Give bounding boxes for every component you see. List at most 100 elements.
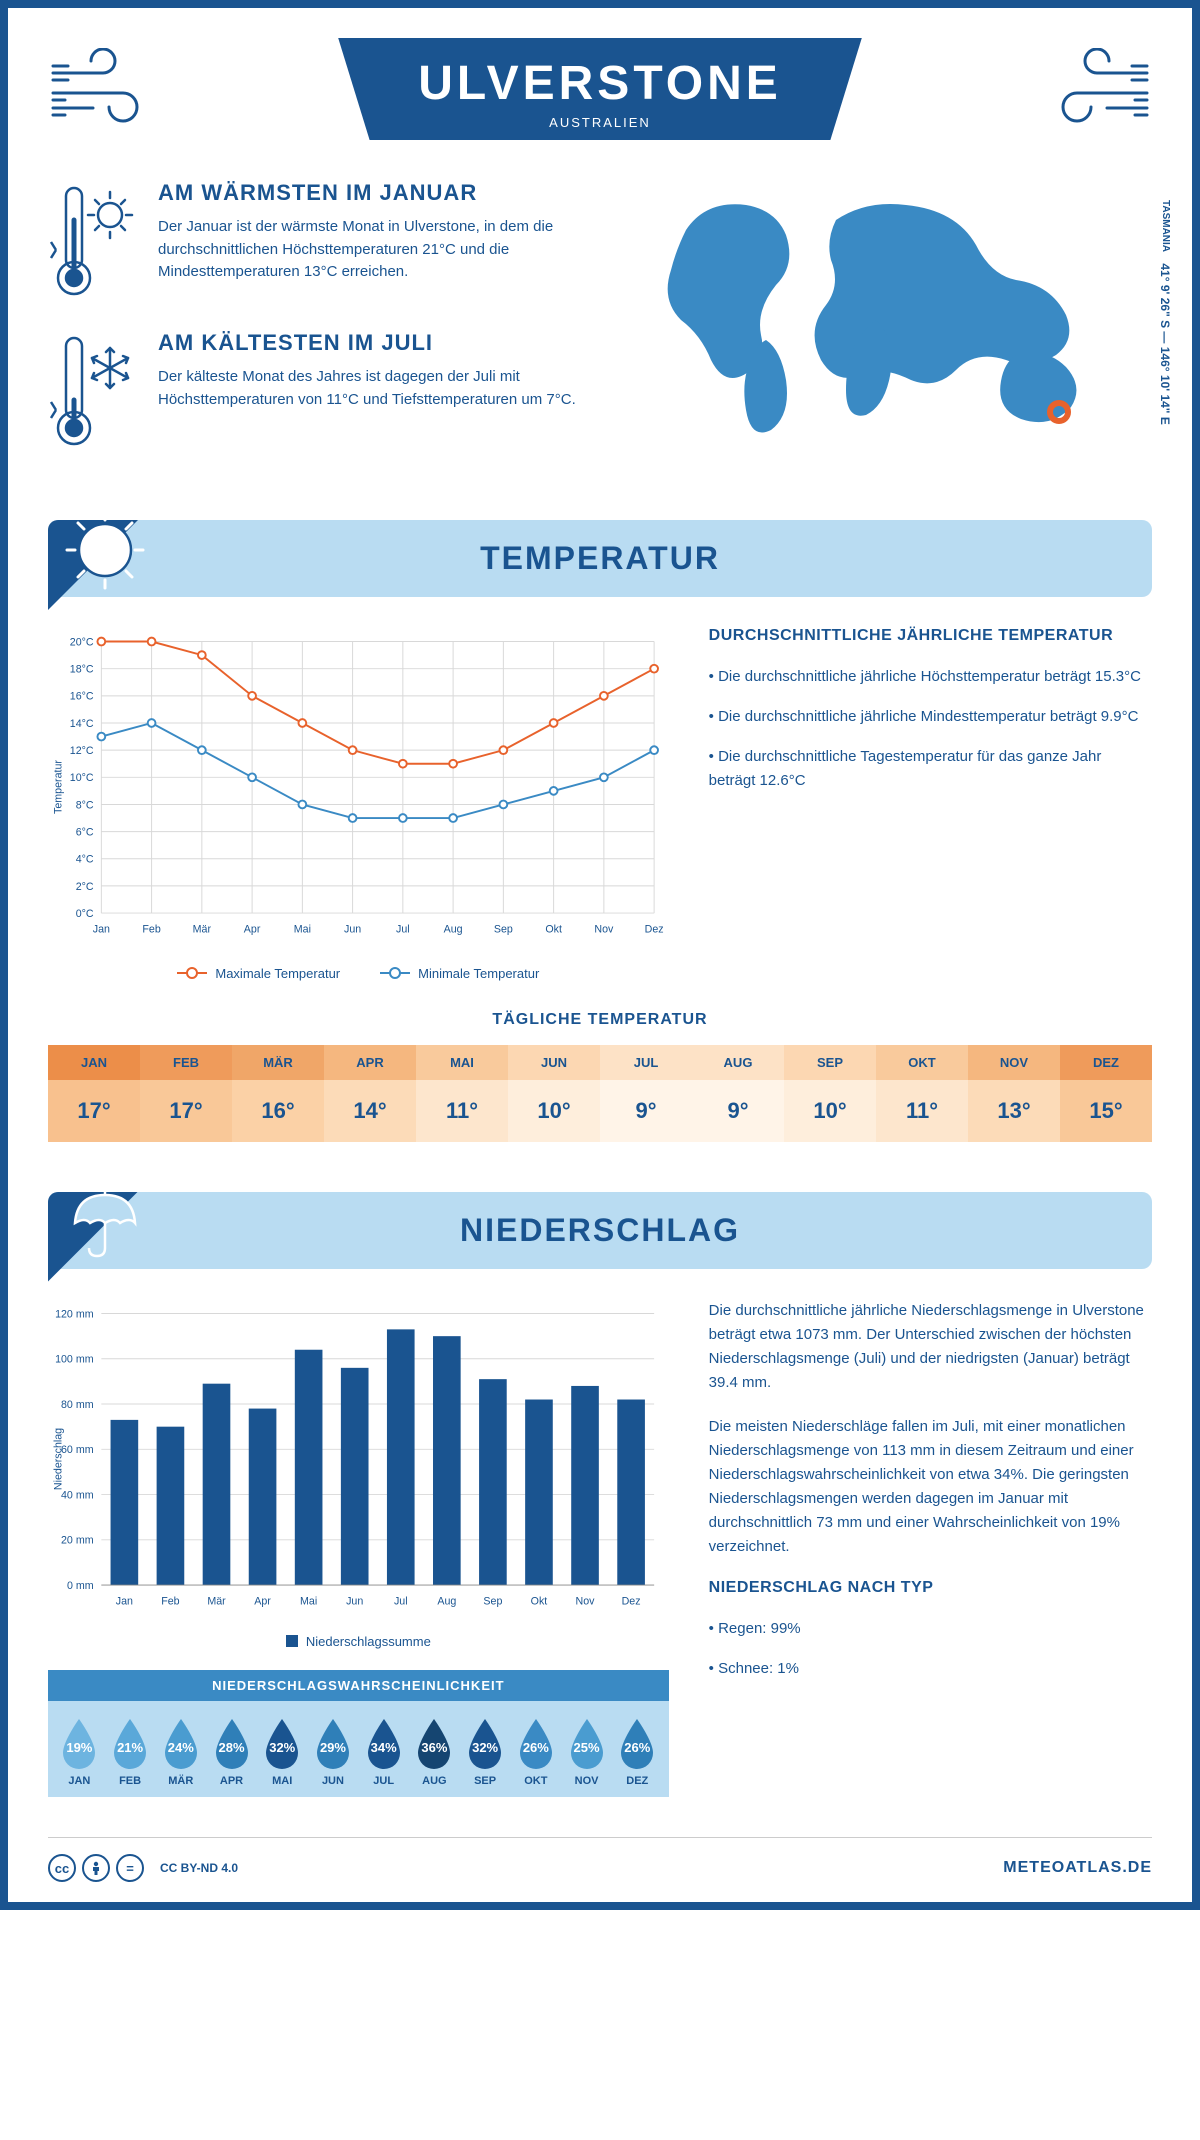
chart-legend: .legend-line[style*='#e8622c']::before{b… (48, 962, 669, 981)
precipitation-bar-chart: 0 mm20 mm40 mm60 mm80 mm100 mm120 mmJanF… (48, 1299, 669, 1651)
svg-text:6°C: 6°C (76, 826, 94, 838)
svg-text:Dez: Dez (645, 923, 664, 935)
prob-value: 36% (421, 1740, 447, 1755)
svg-text:Apr: Apr (244, 923, 261, 935)
svg-text:Feb: Feb (161, 1595, 179, 1607)
raindrop-icon: 36% (413, 1717, 455, 1769)
month-label: MÄR (155, 1775, 206, 1787)
month-label: JUN (508, 1045, 600, 1080)
svg-text:120 mm: 120 mm (55, 1308, 94, 1320)
raindrop-icon: 26% (616, 1717, 658, 1769)
raindrop-icon: 19% (58, 1717, 100, 1769)
svg-text:16°C: 16°C (70, 691, 94, 703)
table-col: SEP10° (784, 1045, 876, 1142)
license-text: CC BY-ND 4.0 (160, 1861, 238, 1875)
coords-value: 41° 9' 26" S — 146° 10' 14" E (1158, 263, 1172, 424)
month-label: OKT (876, 1045, 968, 1080)
prob-value: 26% (624, 1740, 650, 1755)
stats-item: • Schnee: 1% (709, 1657, 1152, 1681)
brand: METEOATLAS.DE (1003, 1859, 1152, 1877)
temp-value: 11° (416, 1080, 508, 1142)
probability-heading: NIEDERSCHLAGSWAHRSCHEINLICHKEIT (48, 1670, 669, 1701)
svg-text:Apr: Apr (254, 1595, 271, 1607)
prob-col: 25%NOV (561, 1717, 612, 1787)
legend-label: Minimale Temperatur (418, 966, 539, 981)
raindrop-icon: 24% (160, 1717, 202, 1769)
table-col: DEZ15° (1060, 1045, 1152, 1142)
prob-value: 34% (371, 1740, 397, 1755)
daily-temp-title: TÄGLICHE TEMPERATUR (48, 1011, 1152, 1029)
cc-icon: cc (48, 1854, 76, 1882)
raindrop-icon: 26% (515, 1717, 557, 1769)
svg-text:Dez: Dez (622, 1595, 641, 1607)
month-label: APR (324, 1045, 416, 1080)
table-col: JUL9° (600, 1045, 692, 1142)
svg-text:8°C: 8°C (76, 799, 94, 811)
coldest-block: AM KÄLTESTEN IM JULI Der kälteste Monat … (48, 330, 580, 450)
month-label: AUG (692, 1045, 784, 1080)
stats-item: • Die durchschnittliche jährliche Höchst… (709, 665, 1152, 689)
svg-text:100 mm: 100 mm (55, 1353, 94, 1365)
precip-paragraph: Die meisten Niederschläge fallen im Juli… (709, 1415, 1152, 1559)
header: ULVERSTONE AUSTRALIEN (48, 38, 1152, 140)
wind-icon (1042, 48, 1152, 128)
prob-col: 21%FEB (105, 1717, 156, 1787)
table-col: OKT11° (876, 1045, 968, 1142)
prob-value: 24% (168, 1740, 194, 1755)
temperature-stats: DURCHSCHNITTLICHE JÄHRLICHE TEMPERATUR •… (709, 627, 1152, 981)
svg-text:Jun: Jun (344, 923, 361, 935)
temp-value: 11° (876, 1080, 968, 1142)
license-block: cc = CC BY-ND 4.0 (48, 1854, 238, 1882)
svg-text:14°C: 14°C (70, 718, 94, 730)
month-label: SEP (460, 1775, 511, 1787)
footer: cc = CC BY-ND 4.0 METEOATLAS.DE (48, 1837, 1152, 1882)
svg-text:Sep: Sep (483, 1595, 502, 1607)
precipitation-title: NIEDERSCHLAG (68, 1212, 1132, 1249)
table-col: AUG9° (692, 1045, 784, 1142)
temp-value: 17° (140, 1080, 232, 1142)
svg-text:Feb: Feb (142, 923, 160, 935)
svg-text:Nov: Nov (576, 1595, 596, 1607)
daily-temp-table: JAN17°FEB17°MÄR16°APR14°MAI11°JUN10°JUL9… (48, 1045, 1152, 1142)
thermometer-cold-icon (48, 330, 138, 450)
legend-item: .legend-line[style*='#e8622c']::before{b… (177, 966, 340, 981)
svg-text:2°C: 2°C (76, 881, 94, 893)
table-col: APR14° (324, 1045, 416, 1142)
month-label: NOV (561, 1775, 612, 1787)
precip-paragraph: Die durchschnittliche jährliche Niedersc… (709, 1299, 1152, 1395)
month-label: MAI (257, 1775, 308, 1787)
month-label: FEB (105, 1775, 156, 1787)
prob-value: 32% (269, 1740, 295, 1755)
svg-text:4°C: 4°C (76, 854, 94, 866)
svg-text:Mai: Mai (294, 923, 311, 935)
table-col: FEB17° (140, 1045, 232, 1142)
table-col: MÄR16° (232, 1045, 324, 1142)
prob-col: 24% MÄR (155, 1717, 206, 1787)
svg-text:Aug: Aug (444, 923, 463, 935)
raindrop-icon: 32% (261, 1717, 303, 1769)
month-label: JUL (358, 1775, 409, 1787)
svg-text:18°C: 18°C (70, 664, 94, 676)
warmest-block: AM WÄRMSTEN IM JANUAR Der Januar ist der… (48, 180, 580, 300)
stats-item: • Die durchschnittliche jährliche Mindes… (709, 705, 1152, 729)
svg-text:Mär: Mär (207, 1595, 226, 1607)
temperature-title: TEMPERATUR (68, 540, 1132, 577)
coldest-text: Der kälteste Monat des Jahres ist dagege… (158, 366, 580, 411)
chart-legend: Niederschlagssumme (48, 1634, 669, 1651)
intro-section: AM WÄRMSTEN IM JANUAR Der Januar ist der… (48, 180, 1152, 480)
temp-value: 10° (508, 1080, 600, 1142)
svg-text:Niederschlag: Niederschlag (53, 1427, 65, 1489)
prob-col: 32% MAI (257, 1717, 308, 1787)
title-banner: ULVERSTONE AUSTRALIEN (338, 38, 862, 140)
prob-col: 28%APR (206, 1717, 257, 1787)
sun-icon (63, 508, 148, 593)
svg-text:Okt: Okt (545, 923, 562, 935)
raindrop-icon: 28% (211, 1717, 253, 1769)
temp-value: 15° (1060, 1080, 1152, 1142)
svg-text:Jul: Jul (394, 1595, 408, 1607)
prob-col: 32%SEP (460, 1717, 511, 1787)
prob-col: 36%AUG (409, 1717, 460, 1787)
infographic-frame: ULVERSTONE AUSTRALIEN AM WÄRMSTEN IM JAN… (0, 0, 1200, 1910)
svg-text:Nov: Nov (594, 923, 614, 935)
svg-text:10°C: 10°C (70, 772, 94, 784)
